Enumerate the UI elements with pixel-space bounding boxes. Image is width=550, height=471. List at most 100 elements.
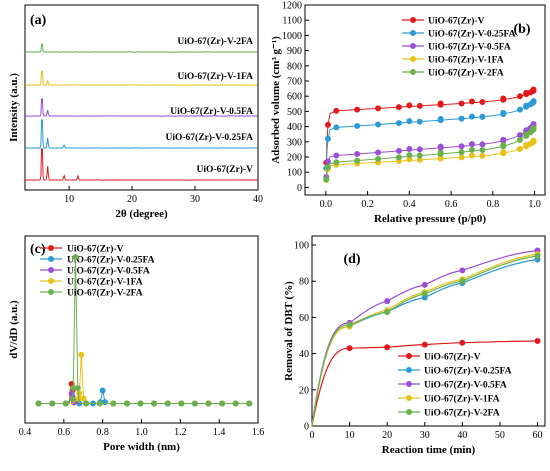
panel-c-point	[123, 400, 130, 407]
panel-b-xtick-label: 0.2	[361, 199, 374, 210]
panel-b-ytick-label: 0	[297, 183, 302, 194]
panel-d-legend-marker	[405, 366, 412, 373]
panel-d-ytick-label: 80	[299, 277, 309, 288]
panel-d-point	[459, 339, 466, 346]
panel-b-point	[516, 93, 523, 100]
panel-b-xlabel: Relative pressure (p/p0)	[374, 213, 486, 225]
panel-c-point	[72, 254, 79, 261]
panel-b-xtick-label: 1.0	[528, 199, 541, 210]
panel-b-point	[437, 115, 444, 122]
panel-b-ytick-label: 400	[287, 122, 302, 133]
panel-d-point	[384, 308, 391, 315]
panel-c-legend-label: UiO-67(Zr)-V	[67, 244, 124, 255]
panel-b-point	[468, 141, 475, 148]
panel-c-point	[49, 400, 56, 407]
panel-d-legend-label: UiO-67(Zr)-V-1FA	[424, 394, 500, 405]
panel-a-series-label: UiO-67(Zr)-V	[197, 164, 254, 175]
panel-d-xtick-label: 50	[495, 430, 505, 441]
panel-c-legend-label: UiO-67(Zr)-V-0.25FA	[67, 255, 155, 266]
panel-b-point	[458, 143, 465, 150]
panel-b-legend-marker	[409, 29, 416, 36]
panel-b-ylabel: Adsorbed volume (cm³ g⁻¹)	[270, 36, 282, 164]
panel-a-ylabel: Intensity (a.u.)	[8, 73, 20, 142]
panel-d-point	[384, 298, 391, 305]
panel-b-point	[324, 158, 331, 165]
panel-b-point	[437, 143, 444, 150]
panel-c-xtick-label: 1.2	[174, 427, 187, 438]
panel-b-point	[416, 102, 423, 109]
panel-d-ytick-label: 20	[299, 385, 309, 396]
panel-b-point	[375, 155, 382, 162]
panel-d-xtick-label: 10	[345, 430, 355, 441]
panel-d-frame	[311, 235, 546, 427]
panel-b-ytick-label: 800	[287, 61, 302, 72]
panel-c-legend-label: UiO-67(Zr)-V-0.5FA	[67, 266, 150, 277]
panel-d-line-0	[311, 340, 538, 427]
panel-d-xlabel: Reaction time (min)	[382, 444, 476, 456]
panel-c-point	[83, 400, 90, 407]
panel-c-point	[151, 400, 158, 407]
panel-c-point	[137, 400, 144, 407]
panel-b-point	[500, 149, 507, 156]
panel-b-ytick-label: 1000	[282, 31, 302, 42]
panel-b: 0.0 0.2 0.4 0.6 0.8 1.0 0 100 200 300 400 500 600 700…	[270, 1, 546, 225]
panel-c-xlabel: Pore width (nm)	[103, 441, 180, 453]
panel-b-point	[458, 149, 465, 156]
panel-b-point	[395, 104, 402, 111]
panel-b-legend-marker	[409, 69, 416, 76]
panel-b-xtick-label: 0.6	[445, 199, 458, 210]
panel-b-point	[516, 145, 523, 152]
panel-d-point	[534, 252, 541, 259]
panel-b-point	[375, 121, 382, 128]
panel-b-point	[395, 120, 402, 127]
panel-b-point	[523, 142, 530, 149]
panel-a-label: (a)	[30, 13, 47, 28]
panel-c-point	[205, 400, 212, 407]
panel-a-series-4	[24, 43, 258, 53]
panel-d-legend-label: UiO-67(Zr)-V-0.25FA	[424, 366, 512, 377]
panel-d-label: (d)	[343, 252, 360, 267]
panel-b-point	[395, 147, 402, 154]
panel-d-ytick-label: 40	[299, 349, 309, 360]
panel-d-point	[384, 344, 391, 351]
panel-b-point	[530, 137, 537, 144]
panel-b-point	[416, 118, 423, 125]
panel-b-point	[324, 135, 331, 142]
panel-c-point	[219, 400, 226, 407]
panel-b-legend-marker	[409, 43, 416, 50]
panel-b-point	[523, 131, 530, 138]
panel-b-point	[500, 142, 507, 149]
panel-a-series-1	[24, 119, 258, 149]
panel-d-point	[346, 345, 353, 352]
panel-a: 10 20 30 40 (a) 2θ (degree) Intensity (a.u.) Ui…	[8, 4, 263, 220]
panel-b-point	[458, 154, 465, 161]
panel-b-label: (b)	[513, 22, 530, 37]
panel-b-point	[416, 146, 423, 153]
panel-a-series-label: UiO-67(Zr)-V-0.5FA	[170, 106, 253, 117]
panel-b-point	[458, 100, 465, 107]
panel-b-point	[500, 95, 507, 102]
panel-d-point	[421, 290, 428, 297]
panel-b-point	[530, 125, 537, 132]
panel-b-ytick-label: 1200	[282, 1, 302, 12]
panel-d-legend-label: UiO-67(Zr)-V	[424, 352, 481, 363]
panel-b-legend-label: UiO-67(Zr)-V-0.25FA	[428, 29, 516, 40]
panel-d-xtick-label: 30	[420, 430, 430, 441]
panel-c-legend-marker	[48, 244, 55, 251]
panel-b-point	[458, 115, 465, 122]
panel-d-line-2	[311, 249, 538, 427]
panel-d-line-4	[311, 255, 538, 427]
panel-b-point	[530, 98, 537, 105]
panel-c-point	[96, 400, 103, 407]
panel-b-point	[468, 113, 475, 120]
panel-b-legend-marker	[409, 16, 416, 23]
panel-b-point	[323, 176, 330, 183]
panel-c-point	[164, 400, 171, 407]
panel-b-point	[333, 124, 340, 131]
panel-c-point	[69, 396, 76, 403]
panel-b-point	[530, 86, 537, 93]
panel-b-point	[516, 136, 523, 143]
panel-c-point	[35, 400, 42, 407]
panel-d-ytick-label: 60	[299, 313, 309, 324]
